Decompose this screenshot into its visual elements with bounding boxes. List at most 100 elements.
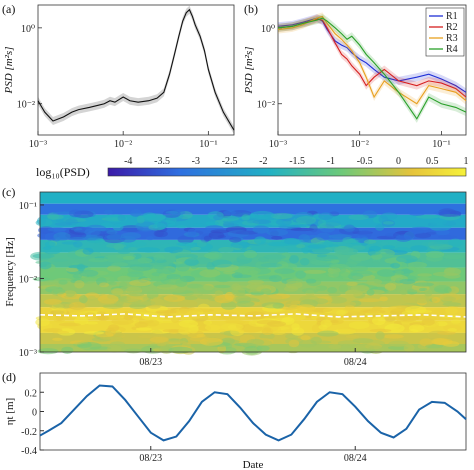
heatmap-texture xyxy=(328,292,341,297)
heatmap-texture xyxy=(328,270,340,278)
heatmap-texture xyxy=(410,245,428,252)
heatmap-texture xyxy=(290,300,300,306)
heatmap-texture xyxy=(372,316,386,326)
heatmap-texture xyxy=(337,340,361,346)
series-line xyxy=(37,8,235,131)
heatmap-texture xyxy=(317,219,327,227)
heatmap-texture xyxy=(231,272,243,279)
heatmap-texture xyxy=(362,309,386,314)
heatmap-texture xyxy=(128,291,145,297)
heatmap-texture xyxy=(69,301,86,311)
heatmap-texture xyxy=(318,324,328,330)
heatmap-texture xyxy=(266,241,286,247)
heatmap-texture xyxy=(243,250,258,259)
colorbar-tick-label: -0.5 xyxy=(357,156,373,167)
heatmap-texture xyxy=(178,327,192,335)
heatmap-texture xyxy=(434,308,447,316)
heatmap-texture xyxy=(348,214,369,221)
heatmap-texture xyxy=(437,235,458,239)
x-tick-label: 10⁻² xyxy=(351,139,369,150)
heatmap-texture xyxy=(117,275,131,283)
heatmap-texture xyxy=(316,232,332,241)
heatmap-texture xyxy=(270,326,282,334)
heatmap-texture xyxy=(358,298,382,303)
heatmap-texture xyxy=(242,266,261,276)
heatmap-texture xyxy=(153,230,164,238)
heatmap-texture xyxy=(330,259,340,264)
heatmap-texture xyxy=(213,214,224,221)
heatmap-texture xyxy=(150,264,166,270)
heatmap-texture xyxy=(253,236,266,245)
heatmap-texture xyxy=(372,260,381,267)
colorbar-tick-label: -2 xyxy=(259,156,267,167)
heatmap-texture xyxy=(298,339,317,348)
heatmap-texture xyxy=(74,280,85,289)
heatmap-texture xyxy=(432,271,456,277)
heatmap-texture xyxy=(219,215,240,222)
x-tick-label: 08/24 xyxy=(344,357,367,368)
heatmap-texture xyxy=(399,289,408,295)
heatmap-texture xyxy=(107,314,123,319)
heatmap-texture xyxy=(214,294,234,304)
heatmap-texture xyxy=(184,296,198,301)
heatmap-texture xyxy=(135,327,152,331)
heatmap-texture xyxy=(146,319,160,327)
heatmap-texture xyxy=(290,227,314,232)
heatmap-texture xyxy=(396,255,418,263)
heatmap-texture xyxy=(103,209,114,215)
heatmap-texture xyxy=(388,340,409,348)
heatmap-texture xyxy=(32,253,55,259)
heatmap-texture xyxy=(256,345,270,352)
heatmap-texture xyxy=(156,267,176,275)
heatmap-texture xyxy=(111,262,129,267)
heatmap-band xyxy=(40,203,466,215)
heatmap-texture xyxy=(199,269,221,278)
heatmap-texture xyxy=(438,210,462,217)
heatmap-texture xyxy=(425,231,438,235)
confidence-band xyxy=(278,15,466,102)
panel-d-plot: -0.4 -0.2 0 0.2 08/23 08/24 Date ηt [m] xyxy=(4,384,467,470)
heatmap-texture xyxy=(368,250,381,256)
heatmap-texture xyxy=(76,263,86,272)
y-axis-label: Frequency [Hz] xyxy=(4,237,16,306)
heatmap-texture xyxy=(106,234,123,240)
heatmap-texture xyxy=(44,232,58,241)
heatmap-texture xyxy=(141,312,160,321)
heatmap-texture xyxy=(185,292,203,297)
heatmap-texture xyxy=(78,269,99,277)
colorbar-label: log₁₀(PSD) xyxy=(36,165,90,179)
heatmap-texture xyxy=(176,262,190,272)
heatmap-texture xyxy=(395,270,405,275)
heatmap-texture xyxy=(137,247,161,253)
heatmap-texture xyxy=(350,265,369,272)
heatmap-texture xyxy=(296,304,316,312)
colorbar-tick-label: -2.5 xyxy=(222,156,238,167)
x-tick-label: 10⁻³ xyxy=(29,139,47,150)
heatmap-texture xyxy=(129,279,151,287)
heatmap-texture xyxy=(72,273,83,279)
heatmap-texture xyxy=(288,339,300,348)
x-tick-label: 10⁻¹ xyxy=(199,139,217,150)
y-tick-label: 10⁻² xyxy=(257,100,275,111)
heatmap-texture xyxy=(285,280,303,290)
heatmap-texture xyxy=(139,257,151,262)
heatmap-texture xyxy=(210,229,229,234)
heatmap-texture xyxy=(350,284,370,293)
heatmap-texture xyxy=(51,258,68,262)
heatmap-texture xyxy=(376,269,396,277)
y-tick-label: 0 xyxy=(32,408,37,419)
heatmap-texture xyxy=(450,319,461,324)
heatmap-texture xyxy=(302,269,327,274)
heatmap-texture xyxy=(134,321,149,328)
heatmap-texture xyxy=(99,282,110,288)
y-tick-label: 10⁰ xyxy=(21,24,35,35)
heatmap-texture xyxy=(70,227,83,231)
heatmap-texture xyxy=(219,331,233,335)
heatmap-texture xyxy=(63,290,77,299)
heatmap-texture xyxy=(123,314,134,321)
heatmap-texture xyxy=(206,251,223,260)
heatmap-texture xyxy=(53,288,66,295)
heatmap-texture xyxy=(366,289,375,296)
heatmap-texture xyxy=(65,267,79,272)
heatmap-texture xyxy=(437,331,456,335)
